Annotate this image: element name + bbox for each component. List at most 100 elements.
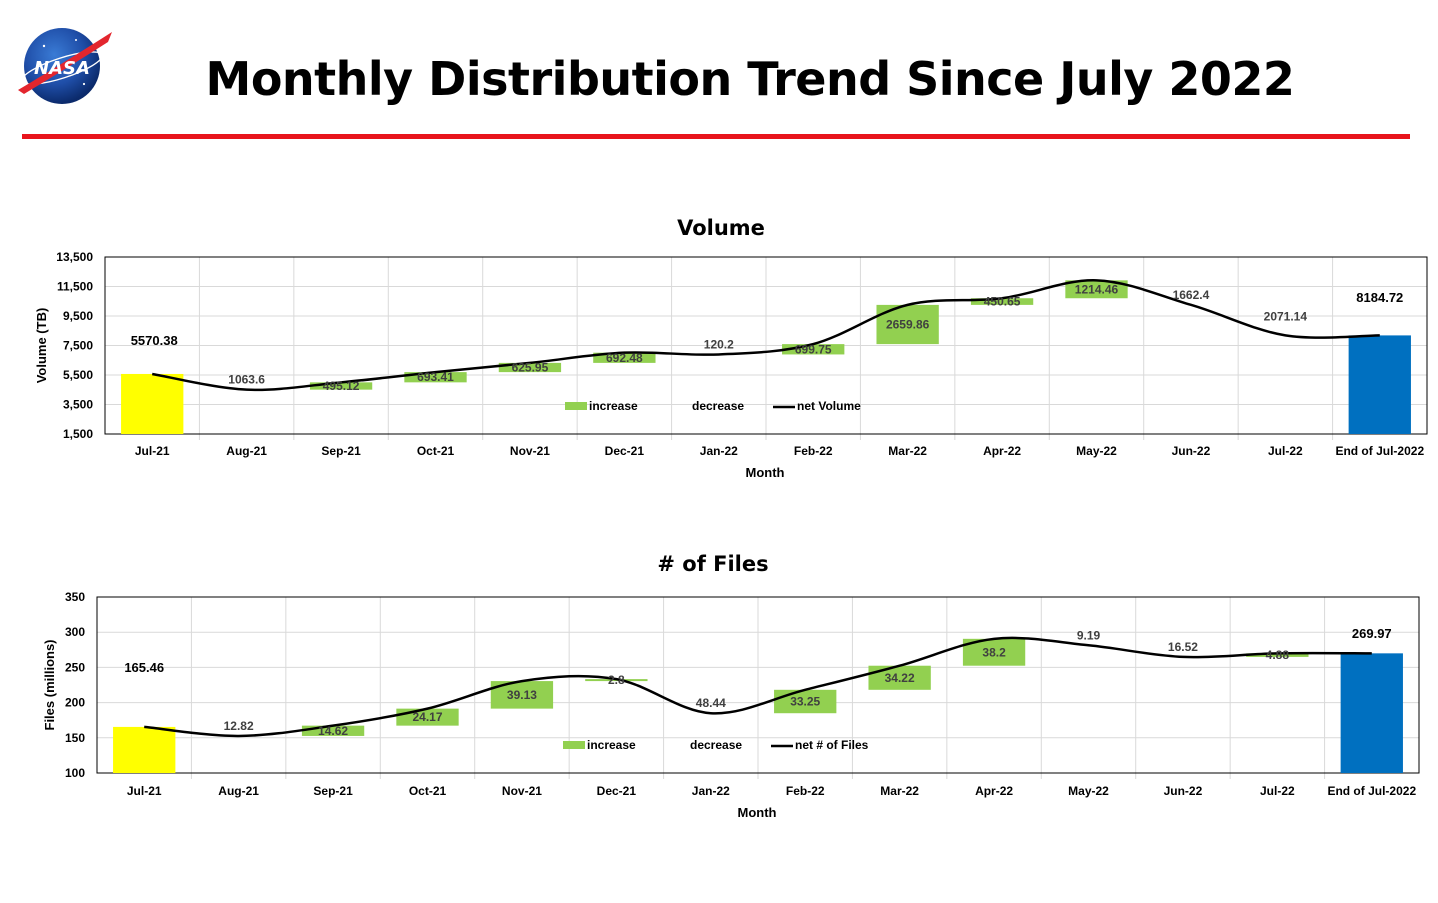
increase-bar <box>404 372 467 383</box>
end-bar <box>1348 335 1411 434</box>
legend-decrease-label: decrease <box>690 738 742 752</box>
data-label: 625.95 <box>512 361 549 375</box>
chart-title: # of Files <box>657 552 768 576</box>
increase-bar <box>782 344 845 355</box>
data-label: 693.41 <box>417 370 454 384</box>
increase-bar <box>970 298 1034 305</box>
x-tick-label: Jan-22 <box>692 784 730 798</box>
increase-bar <box>309 382 373 390</box>
data-label: 120.2 <box>704 337 734 351</box>
x-tick-label: Jul-22 <box>1260 784 1295 798</box>
x-tick-label: Jul-22 <box>1268 444 1303 458</box>
files-chart: # of Files 100 150 200 250 300 350 165.46 12.82 1… <box>42 552 1420 820</box>
data-label: 495.12 <box>323 379 360 393</box>
x-tick-label: End of Jul-2022 <box>1327 784 1416 798</box>
x-tick-label: End of Jul-2022 <box>1335 444 1424 458</box>
increase-bar <box>498 362 562 373</box>
x-tick-label: Jul-21 <box>135 444 170 458</box>
x-tick-label: Oct-21 <box>417 444 455 458</box>
x-tick-label: Dec-21 <box>605 444 645 458</box>
x-tick-label: Aug-21 <box>226 444 267 458</box>
data-label: 12.82 <box>224 719 254 733</box>
y-tick-label: 7,500 <box>63 339 93 353</box>
start-bar <box>113 726 176 773</box>
y-tick-label: 9,500 <box>63 309 93 323</box>
x-tick-label: May-22 <box>1076 444 1117 458</box>
data-label: 2071.14 <box>1264 309 1308 323</box>
x-tick-label: Jun-22 <box>1164 784 1203 798</box>
x-tick-label: Dec-21 <box>597 784 637 798</box>
data-label: 699.75 <box>795 342 832 356</box>
x-tick-label: Feb-22 <box>794 444 833 458</box>
y-tick-label: 250 <box>65 660 85 674</box>
y-axis-title: Files (millions) <box>42 639 57 730</box>
x-tick-label: Oct-21 <box>409 784 447 798</box>
y-tick-label: 150 <box>65 731 85 745</box>
legend-increase-label: increase <box>589 399 638 413</box>
legend-net-label: net # of Files <box>795 738 869 752</box>
data-label: 450.65 <box>984 295 1021 309</box>
data-label: 16.52 <box>1168 640 1198 654</box>
y-tick-label: 200 <box>65 696 85 710</box>
nasa-logo-text: NASA <box>34 58 90 79</box>
legend-net-label: net Volume <box>797 399 861 413</box>
x-tick-label: Nov-21 <box>510 444 550 458</box>
x-tick-label: Sep-21 <box>321 444 361 458</box>
increase-bar <box>301 725 365 736</box>
data-label: 2.8 <box>608 673 625 687</box>
data-label: 8184.72 <box>1356 290 1403 305</box>
page-title: Monthly Distribution Trend Since July 20… <box>205 52 1295 106</box>
net-line <box>152 279 1380 392</box>
volume-chart: Volume 1,500 3,500 5,500 7,500 9,500 11,500 13,… <box>34 216 1428 480</box>
y-tick-label: 3,500 <box>63 398 93 412</box>
increase-bar <box>1065 280 1128 299</box>
data-label: 48.44 <box>696 696 726 710</box>
x-tick-label: Jun-22 <box>1172 444 1211 458</box>
legend-increase-swatch <box>565 402 587 410</box>
data-label: 9.19 <box>1077 628 1101 642</box>
plot-area-border <box>104 256 1428 435</box>
y-tick-label: 11,500 <box>57 280 93 294</box>
increase-bar <box>868 665 931 690</box>
x-tick-label: Feb-22 <box>786 784 825 798</box>
chart-title: Volume <box>677 216 765 240</box>
x-axis-title: Month <box>746 465 785 480</box>
x-tick-label: Sep-21 <box>313 784 353 798</box>
data-label: 38.2 <box>982 645 1006 659</box>
y-axis-title: Volume (TB) <box>34 308 49 384</box>
y-tick-label: 1,500 <box>63 427 93 441</box>
increase-bar <box>593 352 656 363</box>
title-divider <box>22 134 1410 139</box>
data-label: 1214.46 <box>1075 282 1119 296</box>
nasa-logo: NASA <box>14 24 114 108</box>
data-label: 165.46 <box>124 660 164 675</box>
data-label: 14.62 <box>318 724 348 738</box>
net-line <box>144 636 1372 738</box>
data-label: 39.13 <box>507 688 537 702</box>
x-tick-label: Jul-21 <box>127 784 162 798</box>
legend-increase-swatch <box>563 741 585 749</box>
y-tick-label: 350 <box>65 590 85 604</box>
end-bar <box>1340 653 1403 773</box>
x-tick-label: Mar-22 <box>880 784 919 798</box>
data-label: 692.48 <box>606 351 643 365</box>
legend-decrease-label: decrease <box>692 399 744 413</box>
x-tick-label: Jan-22 <box>700 444 738 458</box>
x-tick-label: May-22 <box>1068 784 1109 798</box>
legend-increase-label: increase <box>587 738 636 752</box>
data-label: 4.88 <box>1266 648 1290 662</box>
increase-bar <box>1246 653 1309 657</box>
data-label: 1063.6 <box>228 373 265 387</box>
data-label: 5570.38 <box>131 333 178 348</box>
y-tick-label: 13,500 <box>56 250 93 264</box>
x-tick-label: Mar-22 <box>888 444 927 458</box>
data-label: 34.22 <box>885 671 915 685</box>
x-axis-title: Month <box>738 805 777 820</box>
y-tick-label: 5,500 <box>63 368 93 382</box>
x-tick-label: Apr-22 <box>983 444 1021 458</box>
start-bar <box>121 373 184 434</box>
data-label: 33.25 <box>790 695 820 709</box>
data-label: 269.97 <box>1352 626 1392 641</box>
y-tick-label: 100 <box>65 766 85 780</box>
data-label: 2659.86 <box>886 318 930 332</box>
